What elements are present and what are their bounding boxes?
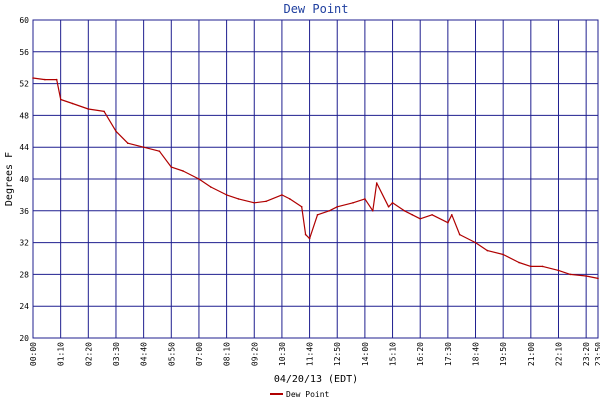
x-tick-label: 14:00 bbox=[361, 342, 370, 366]
y-tick-label: 48 bbox=[19, 111, 29, 120]
data-point bbox=[530, 265, 532, 268]
data-point bbox=[182, 170, 184, 172]
x-axis-ticks: 00:00 01:10 02:20 03:30 04:40 05:50 07:00 08:10… bbox=[29, 342, 600, 366]
x-tick-label: 05:50 bbox=[167, 342, 176, 366]
data-point bbox=[265, 200, 267, 203]
data-point bbox=[115, 130, 117, 133]
data-point bbox=[55, 78, 58, 81]
legend: Dew Point bbox=[270, 390, 330, 399]
data-point bbox=[458, 233, 461, 236]
data-point bbox=[44, 78, 46, 81]
x-tick-label: 12:50 bbox=[333, 342, 342, 366]
data-point bbox=[59, 98, 62, 101]
data-point bbox=[316, 214, 319, 216]
data-point bbox=[352, 202, 354, 204]
data-point bbox=[451, 214, 453, 216]
series-line-dew-point bbox=[32, 77, 599, 279]
x-tick-label: 17:30 bbox=[444, 342, 453, 366]
data-point bbox=[253, 202, 256, 204]
x-tick-label: 07:00 bbox=[195, 342, 204, 366]
chart-title: Dew Point bbox=[283, 2, 348, 16]
data-point bbox=[308, 237, 311, 240]
data-point bbox=[210, 186, 212, 188]
data-point bbox=[502, 253, 505, 256]
y-tick-label: 32 bbox=[19, 239, 29, 248]
data-point bbox=[71, 102, 74, 105]
x-tick-label: 04:40 bbox=[140, 342, 149, 366]
data-point bbox=[387, 206, 390, 208]
data-point bbox=[585, 275, 587, 277]
data-point bbox=[569, 273, 572, 276]
data-point bbox=[281, 194, 283, 196]
y-tick-label: 56 bbox=[19, 48, 29, 57]
data-point bbox=[364, 198, 366, 200]
x-tick-label: 18:40 bbox=[472, 342, 481, 366]
x-tick-label: 10:30 bbox=[278, 342, 287, 366]
y-tick-label: 36 bbox=[19, 207, 29, 216]
x-tick-label: 23:20 bbox=[582, 342, 591, 366]
data-point bbox=[158, 150, 161, 152]
data-point bbox=[237, 198, 240, 200]
data-point bbox=[411, 214, 414, 216]
y-axis-label: Degrees F bbox=[4, 152, 15, 206]
x-tick-label: 21:00 bbox=[527, 342, 536, 366]
y-tick-label: 24 bbox=[19, 302, 29, 311]
x-tick-label: 01:10 bbox=[57, 342, 66, 366]
x-tick-label: 09:20 bbox=[250, 342, 259, 366]
data-point bbox=[336, 206, 339, 208]
data-point bbox=[391, 202, 394, 204]
data-point bbox=[170, 166, 173, 168]
data-point bbox=[142, 146, 145, 148]
x-tick-label: 02:20 bbox=[84, 342, 93, 366]
data-point bbox=[557, 269, 560, 272]
data-point bbox=[127, 142, 129, 144]
x-tick-label: 03:30 bbox=[112, 342, 121, 366]
data-point bbox=[289, 198, 291, 200]
data-point bbox=[597, 277, 599, 280]
data-point bbox=[447, 221, 449, 224]
x-axis-label: 04/20/13 (EDT) bbox=[274, 374, 358, 385]
data-point bbox=[32, 77, 34, 79]
legend-label-dew-point: Dew Point bbox=[286, 390, 330, 399]
y-tick-label: 20 bbox=[19, 334, 29, 343]
data-point bbox=[304, 233, 307, 236]
y-tick-label: 60 bbox=[19, 16, 29, 25]
data-point bbox=[225, 194, 228, 196]
x-tick-label: 16:20 bbox=[416, 342, 425, 366]
data-point bbox=[87, 108, 90, 110]
data-point bbox=[541, 265, 544, 268]
y-tick-label: 52 bbox=[19, 80, 29, 89]
y-tick-label: 44 bbox=[19, 143, 29, 152]
plot-border bbox=[32, 19, 599, 339]
data-point bbox=[300, 206, 303, 208]
data-point bbox=[375, 182, 378, 184]
x-tick-label: 23:50 bbox=[594, 342, 600, 366]
y-tick-label: 28 bbox=[19, 270, 29, 279]
data-point bbox=[328, 210, 331, 212]
y-axis-ticks: 20 24 28 32 36 40 44 48 52 56 60 bbox=[19, 16, 29, 343]
data-point bbox=[431, 214, 433, 216]
x-tick-label: 19:50 bbox=[499, 342, 508, 366]
x-tick-label: 22:10 bbox=[554, 342, 563, 366]
data-point bbox=[518, 261, 520, 264]
series-layer bbox=[32, 77, 599, 280]
data-point bbox=[486, 249, 489, 252]
x-tick-label: 00:00 bbox=[29, 342, 38, 366]
data-point bbox=[419, 218, 422, 220]
data-point bbox=[403, 210, 406, 212]
x-tick-label: 08:10 bbox=[223, 342, 232, 366]
x-tick-label: 15:10 bbox=[389, 342, 398, 366]
y-tick-label: 40 bbox=[19, 175, 29, 184]
data-point bbox=[474, 241, 477, 244]
data-point bbox=[198, 178, 200, 180]
data-point bbox=[372, 210, 374, 212]
data-point bbox=[103, 110, 105, 113]
x-tick-label: 11:40 bbox=[306, 342, 315, 366]
